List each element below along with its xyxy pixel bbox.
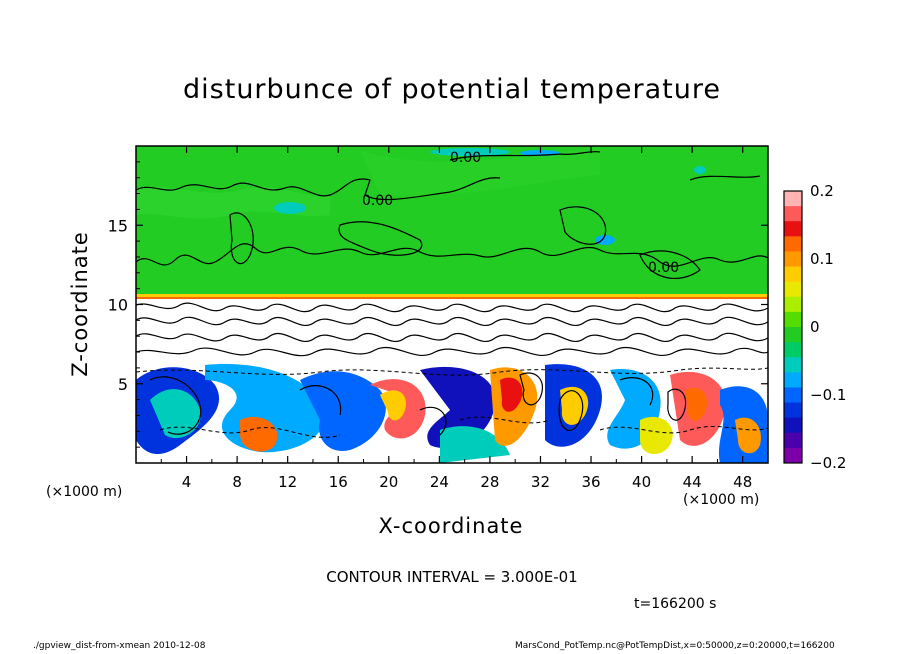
x-tick-label: 44 (683, 473, 702, 491)
colorbar-swatch (784, 206, 802, 222)
colorbar-tick-label: −0.1 (810, 386, 846, 404)
colorbar-swatch (784, 402, 802, 419)
colorbar-swatch (784, 266, 802, 283)
colorbar-swatch (784, 311, 802, 328)
colorbar-tick-label: −0.2 (810, 454, 846, 472)
colorbar-swatch (784, 447, 802, 464)
x-tick-label: 8 (232, 473, 242, 491)
colorbar-swatch (784, 221, 802, 237)
footer-data-source: MarsCond_PotTemp.nc@PotTempDist,x=0:5000… (515, 641, 835, 651)
contour-lines (136, 150, 768, 436)
x-tick-label: 20 (379, 473, 398, 491)
colorbar-swatch (784, 387, 802, 404)
contour-interval-note: CONTOUR INTERVAL = 3.000E-01 (326, 568, 578, 586)
colorbar-swatch (784, 417, 802, 434)
contour-value-label: 0.00 (648, 260, 679, 276)
colorbar-swatch (784, 281, 802, 298)
x-tick-label: 40 (632, 473, 651, 491)
contour-value-label: 0.00 (450, 150, 481, 166)
x-tick-label: 12 (278, 473, 297, 491)
chart-title: disturbunce of potential temperature (183, 74, 721, 105)
colorbar-swatch (784, 251, 802, 268)
x-unit-label-right: (×1000 m) (683, 492, 760, 508)
heatmap-field (136, 146, 768, 463)
colorbar-swatch (784, 357, 802, 373)
x-axis-label: X-coordinate (378, 514, 524, 538)
colorbar-frame (783, 190, 803, 464)
colorbar-swatch (784, 236, 802, 252)
footer-script-info: ./gpview_dist-from-xmean 2010-12-08 (33, 641, 206, 651)
x-tick-label: 4 (182, 473, 192, 491)
x-tick-label: 28 (480, 473, 499, 491)
x-tick-label: 24 (430, 473, 449, 491)
colorbar-swatch (784, 372, 802, 388)
x-unit-label-left: (×1000 m) (46, 484, 123, 500)
colorbar-swatch (784, 342, 802, 358)
colorbar-swatch (784, 296, 802, 313)
contour-label-layer: 0.00 0.00 0.00 (362, 150, 679, 276)
x-tick-label: 16 (329, 473, 348, 491)
x-tick-label: 32 (531, 473, 550, 491)
time-stamp: t=166200 s (634, 596, 717, 612)
contour-value-label: 0.00 (362, 193, 393, 209)
y-tick-label: 10 (108, 296, 128, 315)
x-tick-label: 48 (733, 473, 752, 491)
x-tick-label: 36 (581, 473, 600, 491)
colorbar-tick-label: 0.1 (810, 250, 834, 268)
y-tick-label: 15 (108, 216, 128, 235)
colorbar-swatch (784, 327, 802, 343)
colorbar: 0.2 0.1 0 −0.1 −0.2 (783, 182, 846, 472)
colorbar-swatch (784, 432, 802, 449)
colorbar-swatch (784, 191, 802, 207)
y-tick-label: 5 (118, 375, 128, 394)
colorbar-tick-label: 0.2 (810, 182, 834, 200)
negative-contour-lines (136, 367, 768, 438)
colorbar-tick-label: 0 (810, 318, 820, 336)
